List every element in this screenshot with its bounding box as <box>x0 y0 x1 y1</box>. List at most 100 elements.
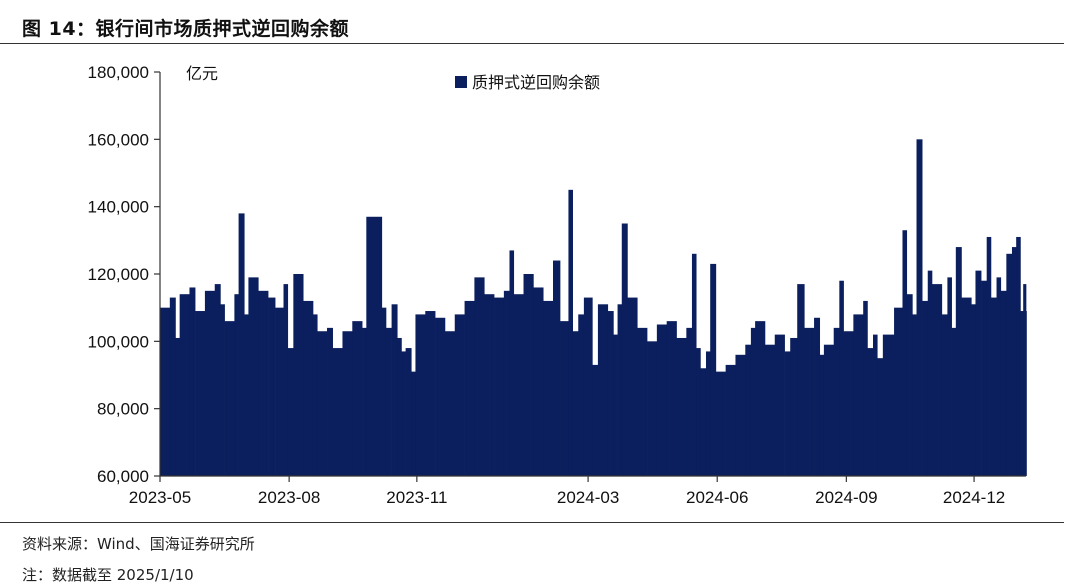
bar <box>1026 311 1027 476</box>
bar <box>327 327 333 476</box>
x-tick-label: 2023-11 <box>386 488 447 507</box>
bar <box>160 307 171 476</box>
bar <box>397 337 402 476</box>
bar <box>474 277 485 476</box>
bar <box>583 297 593 476</box>
legend-swatch <box>455 76 467 88</box>
bar <box>902 230 908 476</box>
bar <box>666 321 677 476</box>
bar <box>1020 311 1024 476</box>
bar <box>435 317 446 476</box>
bar <box>922 300 929 476</box>
bar <box>814 317 821 476</box>
bar <box>894 307 903 476</box>
bar <box>853 314 864 476</box>
bar <box>1011 247 1017 476</box>
bar <box>283 284 289 476</box>
bar <box>405 348 412 476</box>
bar <box>381 307 387 476</box>
bar <box>916 139 923 476</box>
bar <box>523 274 534 476</box>
bar <box>819 354 825 476</box>
bar-series <box>160 139 1027 476</box>
bar <box>696 348 701 476</box>
y-tick-label: 100,000 <box>88 332 149 351</box>
bar <box>715 371 726 476</box>
bar <box>560 321 569 476</box>
x-tick-label: 2023-08 <box>258 488 320 507</box>
bar <box>597 304 609 476</box>
y-tick-label: 80,000 <box>97 400 149 419</box>
legend: 质押式逆回购余额 <box>455 73 600 92</box>
bar <box>1016 236 1021 476</box>
bar <box>578 314 585 476</box>
bar <box>843 331 854 476</box>
bar <box>735 354 746 476</box>
bar <box>755 321 766 476</box>
bar <box>617 304 623 476</box>
bar <box>797 284 805 476</box>
bar <box>686 327 693 476</box>
bar <box>613 334 618 476</box>
bar <box>425 311 436 476</box>
bar <box>494 297 505 476</box>
bar <box>268 297 276 476</box>
legend-label: 质押式逆回购余额 <box>472 73 600 92</box>
bar <box>248 277 259 476</box>
x-tick-label: 2024-03 <box>557 488 619 507</box>
bar <box>882 334 895 476</box>
bar <box>444 331 456 476</box>
bar <box>312 314 318 476</box>
x-axis-ticks: 2023-05 2023-08 2023-11 2024-03 2024-06 2024-… <box>129 476 1005 507</box>
bar <box>1006 253 1013 476</box>
bar <box>710 263 717 476</box>
bar <box>592 364 599 476</box>
bar <box>947 277 952 476</box>
bar <box>691 253 697 476</box>
bar <box>971 304 976 476</box>
x-tick-label: 2024-12 <box>943 488 1005 507</box>
bar <box>700 368 707 476</box>
bar <box>342 331 353 476</box>
bar <box>912 314 917 476</box>
bar <box>955 247 962 476</box>
source-note: 资料来源：Wind、国海证券研究所 <box>22 535 255 553</box>
data-cutoff-note: 注：数据截至 2025/1/10 <box>22 566 194 584</box>
bar <box>981 280 988 476</box>
bar <box>224 321 235 476</box>
bar <box>764 344 776 476</box>
bar <box>484 294 495 476</box>
bar <box>391 304 398 476</box>
y-tick-label: 60,000 <box>97 467 149 486</box>
bar <box>509 250 515 476</box>
bar <box>303 300 314 476</box>
bar <box>175 337 180 476</box>
bar <box>238 213 245 476</box>
bar <box>234 294 239 476</box>
bar <box>725 364 736 476</box>
bar <box>621 223 628 476</box>
bar <box>275 307 284 476</box>
bar <box>863 300 868 476</box>
bar <box>790 337 798 476</box>
bar <box>647 341 658 476</box>
bar <box>784 351 791 476</box>
y-tick-label: 180,000 <box>88 63 149 82</box>
bar <box>607 311 614 476</box>
bar <box>220 304 225 476</box>
bar <box>553 260 561 476</box>
y-axis-ticks: 60,000 80,000 100,000 120,000 140,000 160,000… <box>88 63 160 486</box>
bar <box>366 216 383 476</box>
bar <box>411 371 416 476</box>
bar <box>293 274 304 476</box>
bar <box>513 294 524 476</box>
bar <box>214 284 221 476</box>
bar <box>572 331 579 476</box>
bar <box>1023 284 1027 476</box>
x-tick-label: 2024-06 <box>686 488 748 507</box>
bar <box>996 277 1002 476</box>
bar <box>1000 290 1007 476</box>
bar <box>839 280 844 476</box>
bar <box>906 294 913 476</box>
